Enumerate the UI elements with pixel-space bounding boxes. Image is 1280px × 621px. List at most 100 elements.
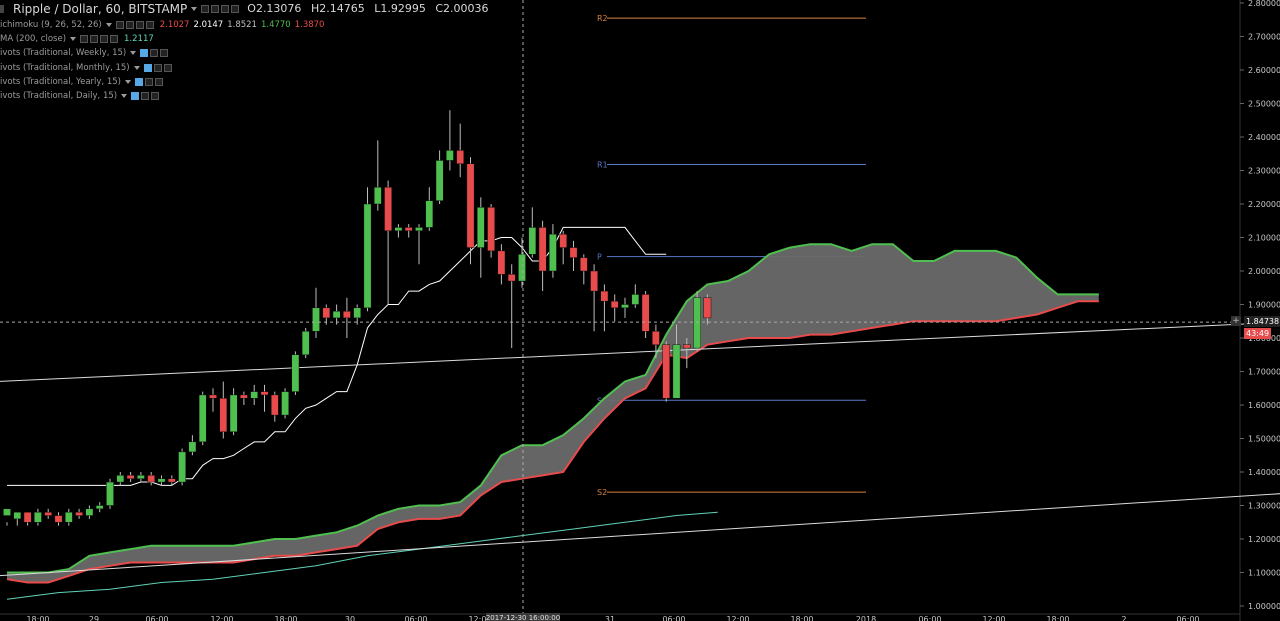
candle-body [559,233,567,248]
indicator-list: ichimoku (9, 26, 52, 26) 2.1027 2.0147 1.85… [0,18,495,103]
candle-body [64,512,73,523]
close-icon[interactable] [163,63,172,72]
bar-countdown-label: 43:49 [1244,328,1272,339]
indicator-row: ivots (Traditional, Monthly, 15) [0,61,495,75]
gear-icon[interactable] [100,35,109,44]
candle-body [322,307,331,319]
y-tick-label: 2.20000 [1248,200,1280,209]
candle-body [209,394,217,399]
gear-icon[interactable] [135,21,144,30]
title-row: Ripple / Dollar, 60, BITSTAMP O2.13076 H… [0,0,495,18]
chevron-down-icon[interactable] [124,79,131,84]
indicator-row: ivots (Traditional, Yearly, 15) [0,75,495,89]
x-tick-label: 2 [1121,615,1126,621]
candle-body [188,441,197,453]
chevron-down-icon[interactable] [121,94,128,99]
candle-body [95,505,104,510]
symbol-title: Ripple / Dollar, 60, BITSTAMP [13,2,188,16]
x-tick-label: 31 [605,615,615,621]
candle-body [126,475,135,479]
indicator-value: 1.4770 [260,20,291,30]
x-tick-label: 29 [89,615,99,621]
pivot-label: R1 [597,160,608,169]
candle-body [662,344,670,399]
settings-icon[interactable] [201,5,210,13]
legend: Ripple / Dollar, 60, BITSTAMP O2.13076 H… [0,0,495,103]
settings-icon[interactable] [150,49,159,58]
chevron-down-icon[interactable] [70,37,77,42]
indicator-name: ivots (Traditional, Daily, 15) [0,90,118,101]
gear-icon[interactable] [221,5,230,13]
eye-icon[interactable] [90,35,99,44]
candle-body [312,307,320,332]
add-price-button[interactable]: + [1231,316,1241,326]
close-icon[interactable] [154,77,163,86]
candle-body [54,515,63,523]
candle-body [343,311,351,319]
candle-body [229,394,238,433]
candle-body [683,344,691,349]
eye-icon[interactable] [131,92,140,101]
candle-body [672,344,681,399]
indicator-value: 1.3870 [294,20,325,30]
close-icon[interactable] [160,49,169,58]
close-value: C2.00036 [435,2,489,15]
candle-body [75,512,83,516]
chevron-down-icon[interactable] [133,65,140,70]
ichimoku-cloud [7,244,1099,583]
indicator-name: ivots (Traditional, Yearly, 15) [0,76,121,87]
indicator-value: 2.1027 [159,20,190,30]
candle-body [147,475,156,483]
x-tick-label: 18:00 [26,615,49,621]
y-tick-label: 1.40000 [1248,468,1280,477]
candle-body [610,300,619,309]
eye-icon[interactable] [125,21,134,30]
settings-icon[interactable] [141,92,150,101]
close-icon[interactable] [110,35,119,44]
indicator-row: ichimoku (9, 26, 52, 26) 2.1027 2.0147 1.85… [0,18,495,32]
candle-body [549,233,557,272]
close-icon[interactable] [145,21,154,30]
chevron-down-icon[interactable] [191,7,198,11]
close-icon[interactable] [231,5,240,13]
current-price-label: 1.84738 [1244,316,1280,327]
candle-body [456,150,465,164]
eye-icon[interactable] [134,77,143,86]
settings-icon[interactable] [115,21,124,30]
candle-body [332,311,341,319]
candle-body [538,227,547,272]
candle-body [518,254,526,282]
candle-body [703,297,712,319]
candle-body [590,270,598,292]
candle-body [652,331,660,345]
eye-icon[interactable] [140,49,149,58]
low-value: L1.92995 [374,2,426,15]
x-tick-label: 18:00 [1046,615,1069,621]
candle-body [425,200,434,228]
eye-icon[interactable] [211,5,220,13]
eye-icon[interactable] [143,63,152,72]
senkou-span-b [6,300,1099,584]
candle-body [167,478,176,483]
settings-icon[interactable] [153,63,162,72]
candle-body [569,247,578,258]
candle-body [85,508,94,516]
close-icon[interactable] [151,92,160,101]
settings-icon[interactable] [144,77,153,86]
collapse-icon[interactable] [0,5,4,13]
chevron-down-icon[interactable] [105,23,112,28]
candle-body [291,354,300,392]
chevron-down-icon[interactable] [130,51,137,56]
y-tick-label: 1.50000 [1248,435,1280,444]
x-tick-label: 12:00 [210,615,233,621]
x-tick-label: 12:00 [468,615,491,621]
candle-body [641,294,650,332]
settings-icon[interactable] [80,35,89,44]
candle-body [260,391,269,396]
candle-body [34,512,42,523]
y-tick-label: 2.00000 [1248,267,1280,276]
candle-body [281,391,289,416]
candle-body [621,304,629,309]
y-tick-label: 2.30000 [1248,167,1280,176]
